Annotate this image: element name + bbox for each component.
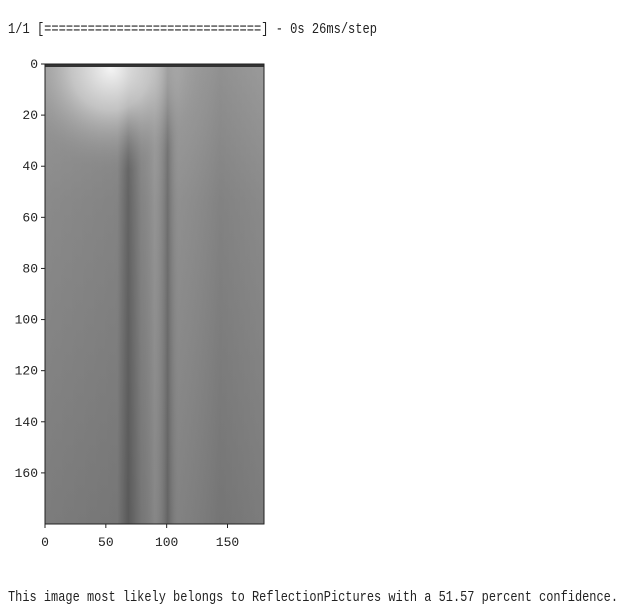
y-tick-label: 160 — [15, 466, 38, 481]
y-tick-label: 100 — [15, 313, 38, 328]
y-tick-label: 40 — [22, 159, 38, 174]
y-tick-label: 120 — [15, 364, 38, 379]
x-tick-label: 150 — [216, 535, 239, 550]
x-tick-label: 0 — [41, 535, 49, 550]
axes-frame — [44, 63, 265, 525]
image-plot — [44, 63, 265, 525]
y-tick-label: 140 — [15, 415, 38, 430]
y-tick-label: 20 — [22, 108, 38, 123]
y-tick-label: 80 — [22, 261, 38, 276]
y-tick-label: 60 — [22, 210, 38, 225]
result-text: This image most likely belongs to Reflec… — [8, 589, 618, 606]
image-glow — [45, 64, 264, 524]
x-tick-label: 50 — [98, 535, 114, 550]
y-tick-label: 0 — [30, 57, 38, 72]
image-top-edge — [45, 64, 264, 67]
x-tick-label: 100 — [155, 535, 178, 550]
progress-text: 1/1 [==============================] - 0… — [8, 21, 377, 38]
